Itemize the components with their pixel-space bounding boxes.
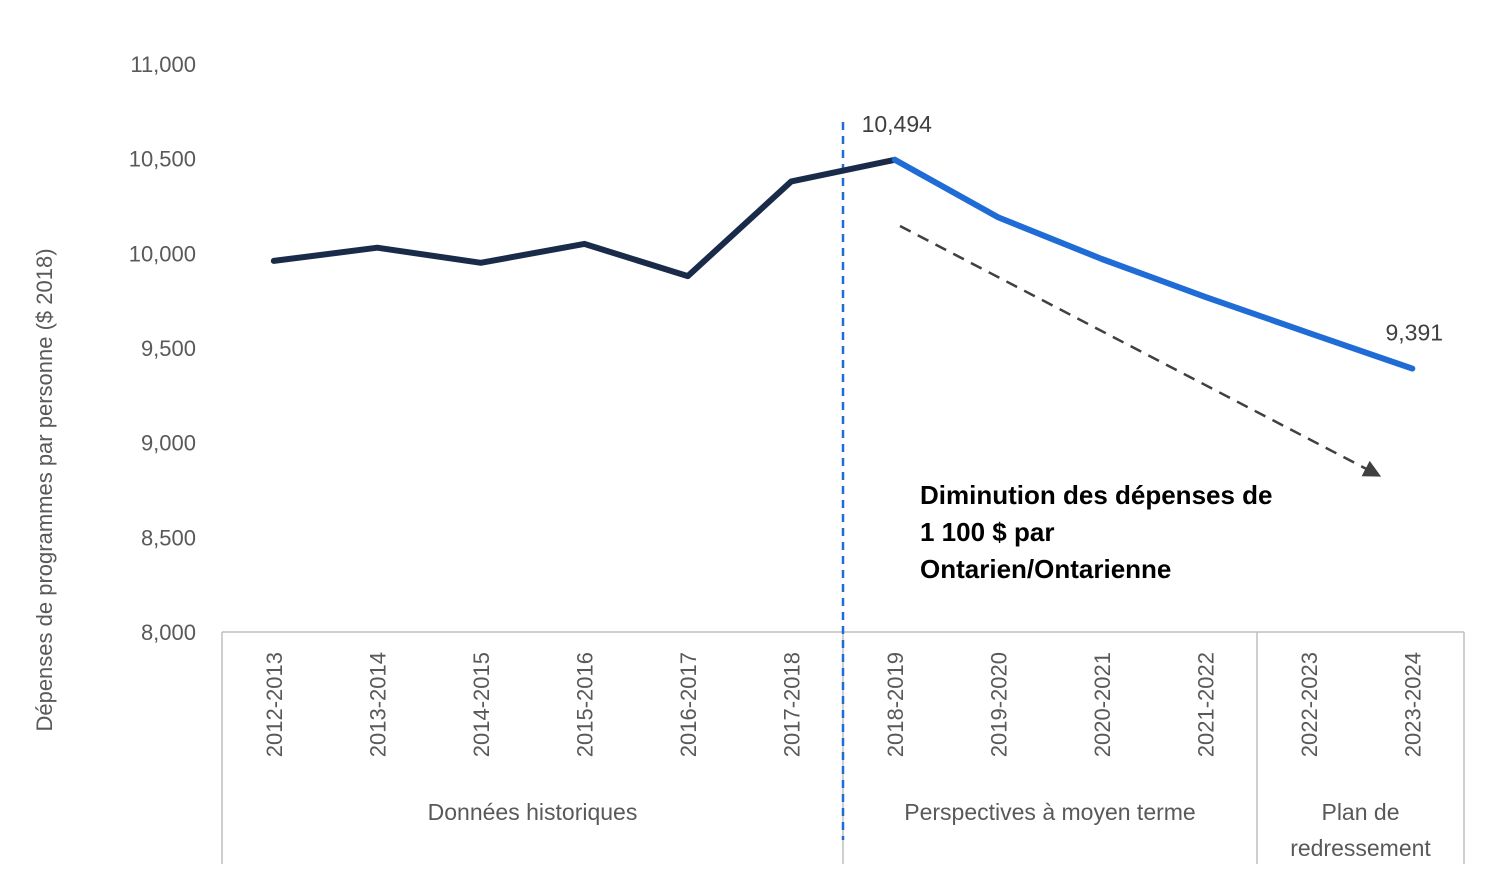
x-tick-label: 2021-2022 — [1193, 652, 1218, 757]
data-label: 10,494 — [862, 111, 933, 137]
category-group-label: Plan de redressement — [1290, 799, 1431, 861]
category-group-label: Perspectives à moyen terme — [904, 799, 1195, 825]
annotation-text: Diminution des dépenses de 1 100 $ par Ont… — [920, 480, 1273, 584]
y-tick-label: 10,000 — [129, 241, 196, 266]
data-labels: 10,494 9,391 — [862, 111, 1443, 346]
x-tick-label: 2020-2021 — [1090, 652, 1115, 757]
trend-arrow — [899, 224, 1382, 477]
y-axis-ticks: 8,000 8,500 9,000 9,500 10,000 10,500 11,000 — [129, 52, 196, 645]
x-tick-label: 2016-2017 — [676, 652, 701, 757]
x-tick-label: 2017-2018 — [779, 652, 804, 757]
series-line-2 — [891, 156, 1416, 372]
x-axis-ticks: 2012-2013 2013-2014 2014-2015 2015-2016 2016… — [262, 652, 1426, 757]
y-tick-label: 8,500 — [141, 525, 196, 550]
y-tick-label: 9,500 — [141, 336, 196, 361]
y-axis-label: Dépenses de programmes par personne ($ 2… — [32, 248, 57, 731]
x-tick-label: 2023-2024 — [1400, 652, 1425, 757]
x-tick-label: 2013-2014 — [365, 652, 390, 757]
x-tick-label: 2018-2019 — [883, 652, 908, 757]
x-tick-label: 2015-2016 — [572, 652, 597, 757]
data-label: 9,391 — [1385, 320, 1443, 346]
y-tick-label: 9,000 — [141, 431, 196, 456]
y-tick-label: 8,000 — [141, 620, 196, 645]
annotation: Diminution des dépenses de 1 100 $ par Ont… — [920, 480, 1273, 584]
x-tick-label: 2019-2020 — [986, 652, 1011, 757]
category-groups: Données historiques Perspectives à moyen … — [428, 799, 1432, 861]
y-tick-label: 11,000 — [130, 52, 196, 77]
x-tick-label: 2022-2023 — [1297, 652, 1322, 757]
y-tick-label: 10,500 — [129, 147, 196, 172]
x-tick-label: 2014-2015 — [469, 652, 494, 757]
category-group-label: Données historiques — [428, 799, 638, 825]
series-line-1 — [270, 156, 898, 280]
series-lines — [270, 156, 1416, 372]
x-tick-label: 2012-2013 — [262, 652, 287, 757]
